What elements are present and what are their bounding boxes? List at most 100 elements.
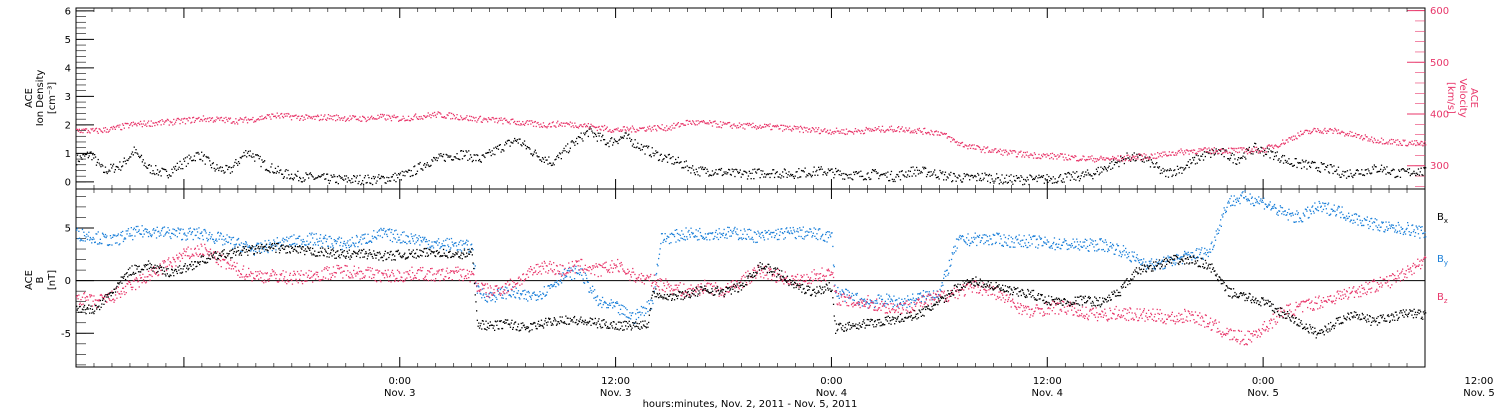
by-point (919, 293, 921, 295)
velocity-point (804, 127, 806, 129)
density-point (1038, 174, 1040, 176)
by-point (196, 228, 198, 230)
density-point (680, 161, 682, 163)
velocity-point (1385, 142, 1387, 144)
by-point (352, 242, 354, 244)
velocity-point (247, 118, 250, 120)
by-point (135, 225, 137, 228)
density-point (1157, 166, 1159, 168)
density-point (205, 155, 207, 158)
by-point (837, 295, 840, 297)
by-point (881, 298, 884, 301)
density-point (437, 157, 439, 159)
velocity-point (1391, 143, 1393, 145)
density-point (646, 145, 648, 147)
velocity-point (431, 114, 433, 116)
density-point (1073, 178, 1075, 180)
by-point (719, 232, 721, 234)
velocity-point (114, 128, 116, 130)
density-point (1068, 173, 1071, 175)
velocity-point (622, 126, 625, 128)
velocity-point (603, 129, 605, 132)
velocity-point (879, 129, 881, 131)
by-point (1040, 238, 1042, 240)
velocity-point (116, 125, 118, 127)
by-point (316, 238, 318, 240)
velocity-point (409, 120, 411, 122)
density-point (1113, 164, 1116, 166)
by-point (483, 296, 486, 299)
density-point (806, 174, 808, 176)
velocity-point (1370, 138, 1372, 141)
by-point (1088, 250, 1090, 252)
by-point (273, 241, 276, 243)
velocity-point (543, 125, 545, 127)
density-point (934, 169, 936, 171)
by-point (1049, 247, 1051, 249)
density-point (257, 155, 259, 157)
density-point (669, 157, 671, 160)
by-point (629, 312, 631, 314)
density-point (1269, 157, 1271, 159)
density-point (371, 183, 374, 186)
by-point (78, 237, 81, 239)
density-point (1248, 146, 1250, 149)
velocity-point (1240, 147, 1242, 149)
by-point (840, 294, 843, 296)
by-point (407, 235, 409, 237)
by-point (1132, 255, 1134, 257)
velocity-point (846, 133, 848, 135)
velocity-point (329, 115, 331, 117)
by-point (191, 231, 194, 233)
velocity-point (498, 117, 500, 120)
by-point (836, 295, 838, 297)
density-point (757, 168, 759, 170)
velocity-point (567, 123, 569, 125)
density-point (1151, 161, 1153, 163)
density-point (1000, 181, 1002, 183)
density-point (755, 171, 757, 173)
by-point (713, 237, 715, 240)
velocity-point (1059, 155, 1061, 157)
by-point (856, 292, 858, 295)
by-point (85, 236, 87, 238)
velocity-point (237, 119, 240, 121)
by-point (1163, 256, 1165, 258)
by-point (820, 236, 822, 238)
density-point (262, 161, 264, 163)
velocity-point (1202, 149, 1204, 151)
velocity-point (205, 120, 207, 123)
velocity-point (1330, 129, 1332, 131)
velocity-point (1273, 145, 1276, 147)
velocity-point (1136, 155, 1138, 157)
velocity-point (1140, 154, 1143, 156)
velocity-point (1282, 139, 1284, 141)
velocity-point (1058, 156, 1060, 158)
density-point (1169, 168, 1171, 170)
velocity-point (530, 123, 532, 125)
by-point (1207, 252, 1209, 254)
velocity-point (1125, 158, 1127, 161)
velocity-point (668, 128, 670, 130)
density-point (1252, 153, 1254, 155)
density-point (149, 172, 151, 174)
density-point (965, 174, 967, 176)
velocity-point (117, 124, 119, 126)
density-point (1137, 156, 1139, 158)
by-point (1014, 237, 1017, 239)
density-point (985, 174, 987, 176)
by-point (1062, 241, 1064, 244)
by-point (212, 238, 214, 241)
by-point (542, 293, 545, 295)
by-point (950, 258, 953, 261)
by-point (432, 247, 435, 249)
density-point (460, 150, 463, 152)
density-point (369, 182, 371, 184)
velocity-point (302, 119, 304, 121)
by-point (411, 235, 413, 238)
density-point (165, 169, 167, 171)
by-point (985, 234, 987, 236)
density-point (142, 159, 144, 161)
density-point (1068, 171, 1070, 174)
